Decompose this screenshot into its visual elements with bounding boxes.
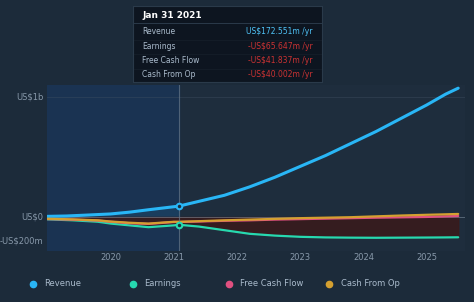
Bar (47, 85, 179, 251)
Text: Earnings: Earnings (142, 41, 176, 50)
Text: Free Cash Flow: Free Cash Flow (240, 279, 304, 288)
Text: Earnings: Earnings (145, 279, 181, 288)
Text: US$0: US$0 (21, 213, 43, 221)
Text: Jan 31 2021: Jan 31 2021 (142, 11, 202, 20)
Text: Past: Past (158, 69, 177, 78)
Text: -US$41.837m /yr: -US$41.837m /yr (248, 56, 313, 65)
Text: Free Cash Flow: Free Cash Flow (142, 56, 200, 65)
Text: -US$40.002m /yr: -US$40.002m /yr (248, 70, 313, 79)
Text: Cash From Op: Cash From Op (142, 70, 196, 79)
Text: Cash From Op: Cash From Op (341, 279, 400, 288)
Text: US$172.551m /yr: US$172.551m /yr (246, 27, 313, 36)
Text: Revenue: Revenue (44, 279, 81, 288)
Text: Revenue: Revenue (142, 27, 175, 36)
Text: Analysts Forecasts: Analysts Forecasts (183, 69, 267, 78)
Text: US$1b: US$1b (16, 92, 43, 101)
Text: -US$200m: -US$200m (0, 236, 43, 246)
Text: -US$65.647m /yr: -US$65.647m /yr (248, 41, 313, 50)
